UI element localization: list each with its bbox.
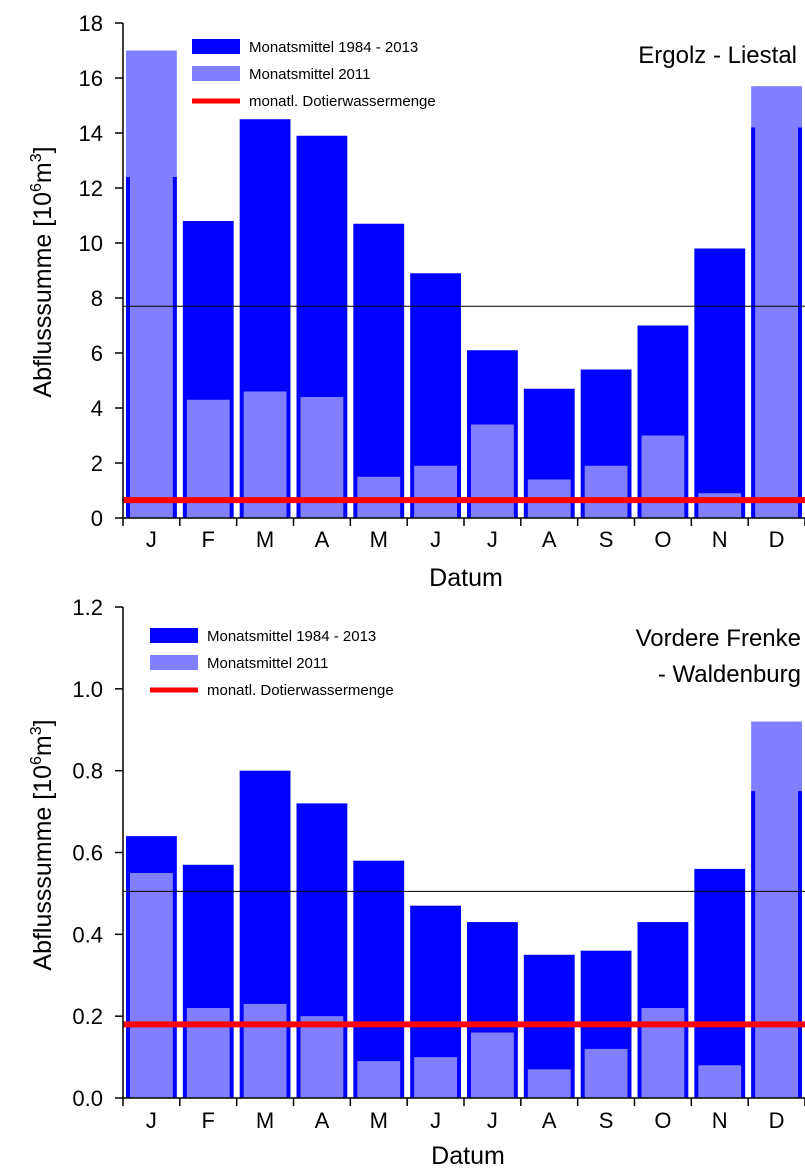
x-tick-label: A: [542, 527, 557, 552]
y-tick-label: 4: [91, 396, 103, 421]
legend: Monatsmittel 1984 - 2013 Monatsmittel 20…: [150, 628, 394, 699]
legend-label-series-2: Monatsmittel 2011: [207, 655, 328, 672]
y-tick-label: 1.2: [72, 595, 103, 620]
x-tick-label: F: [202, 527, 215, 552]
x-tick-label: J: [146, 1108, 157, 1133]
bar-mean-1984-2013: [353, 223, 405, 518]
legend-label-dotier: monatl. Dotierwassermenge: [249, 93, 436, 110]
x-tick-label: N: [712, 527, 728, 552]
x-tick-label: J: [487, 1108, 498, 1133]
y-tick-label: 16: [79, 66, 103, 91]
x-tick-label: J: [430, 1108, 441, 1133]
chart-title: Ergolz - Liestal: [638, 42, 797, 69]
x-tick-label: M: [256, 1108, 274, 1133]
bar-2011: [300, 1016, 344, 1098]
y-tick-label: 0: [91, 506, 103, 531]
bar-2011: [698, 1065, 742, 1098]
bar-2011: [130, 872, 173, 1098]
x-axis-title: Datum: [429, 564, 503, 592]
bar-2011: [584, 1048, 628, 1098]
x-tick-label: A: [542, 1108, 557, 1133]
x-tick-label: D: [769, 1108, 785, 1133]
legend: Monatsmittel 1984 - 2013 Monatsmittel 20…: [192, 39, 436, 110]
y-tick-label: 2: [91, 451, 103, 476]
x-tick-label: M: [370, 527, 388, 552]
chart-title-line-1: Vordere Frenke: [636, 625, 801, 652]
x-tick-label: J: [487, 527, 498, 552]
y-tick-label: 18: [79, 11, 103, 36]
x-tick-label: S: [599, 527, 614, 552]
bar-2011: [641, 435, 685, 518]
x-tick-label: J: [430, 527, 441, 552]
y-axis-ticks: 0.0 0.2 0.4 0.6 0.8 1.0 1.2: [72, 595, 123, 1111]
legend-label-series-2: Monatsmittel 2011: [249, 66, 370, 83]
legend-label-dotier: monatl. Dotierwassermenge: [207, 682, 394, 699]
bar-2011-overlay: [755, 721, 798, 1098]
bars: [126, 50, 802, 518]
x-tick-label: D: [769, 527, 785, 552]
legend-swatch-series-1: [192, 39, 240, 54]
legend-label-series-1: Monatsmittel 1984 - 2013: [207, 628, 376, 645]
y-tick-label: 0.0: [72, 1086, 103, 1111]
bar-2011: [357, 1061, 401, 1098]
bar-mean-1984-2013: [694, 248, 746, 518]
x-tick-label: M: [370, 1108, 388, 1133]
x-tick-label: N: [712, 1108, 728, 1133]
x-tick-label: O: [654, 1108, 671, 1133]
bar-2011-overlay: [130, 50, 173, 518]
x-tick-label: F: [202, 1108, 215, 1133]
y-tick-label: 14: [79, 121, 103, 146]
y-tick-label: 0.2: [72, 1004, 103, 1029]
x-tick-label: O: [654, 527, 671, 552]
x-tick-label: J: [146, 527, 157, 552]
bar-2011: [471, 424, 514, 518]
bar-2011: [243, 391, 287, 518]
bar-2011: [414, 1057, 457, 1098]
bar-2011: [414, 465, 457, 518]
bar-mean-1984-2013: [353, 860, 405, 1098]
bar-2011: [698, 493, 742, 518]
bar-2011: [471, 1032, 514, 1098]
y-tick-label: 0.4: [72, 922, 103, 947]
y-tick-label: 12: [79, 176, 103, 201]
x-tick-label: A: [315, 527, 330, 552]
x-tick-label: A: [315, 1108, 330, 1133]
legend-swatch-series-2: [192, 66, 240, 81]
bar-2011-overlay: [755, 86, 798, 518]
y-axis-title: Abflusssumme [106m3]: [28, 719, 57, 970]
x-tick-label: S: [599, 1108, 614, 1133]
legend-swatch-series-1: [150, 628, 198, 643]
y-axis-title: Abflusssumme [106m3]: [28, 146, 57, 397]
bars: [126, 721, 802, 1098]
legend-swatch-series-2: [150, 655, 198, 670]
y-tick-label: 0.6: [72, 841, 103, 866]
legend-label-series-1: Monatsmittel 1984 - 2013: [249, 39, 418, 56]
x-axis-title: Datum: [431, 1142, 505, 1170]
bar-2011: [584, 465, 628, 518]
y-axis-ticks: 0 2 4 6 8 10 12 14 16 18: [79, 11, 123, 531]
x-tick-label: M: [256, 527, 274, 552]
bar-2011: [527, 1069, 571, 1098]
bar-2011: [243, 1003, 287, 1098]
chart-vordere-frenke-waldenburg: 0.0 0.2 0.4 0.6 0.8 1.0 1.2 J F M A M J J A S O N D Monat…: [28, 595, 805, 1170]
y-tick-label: 1.0: [72, 677, 103, 702]
chart-ergolz-liestal: 0 2 4 6 8 10 12 14 16 18 J F M A M J J A S O N D Monatsmitte…: [28, 11, 805, 592]
chart-title-line-2: - Waldenburg: [658, 661, 801, 688]
y-tick-label: 10: [79, 231, 103, 256]
bar-mean-1984-2013: [694, 868, 746, 1098]
y-tick-label: 8: [91, 286, 103, 311]
y-tick-label: 0.8: [72, 759, 103, 784]
y-tick-label: 6: [91, 341, 103, 366]
